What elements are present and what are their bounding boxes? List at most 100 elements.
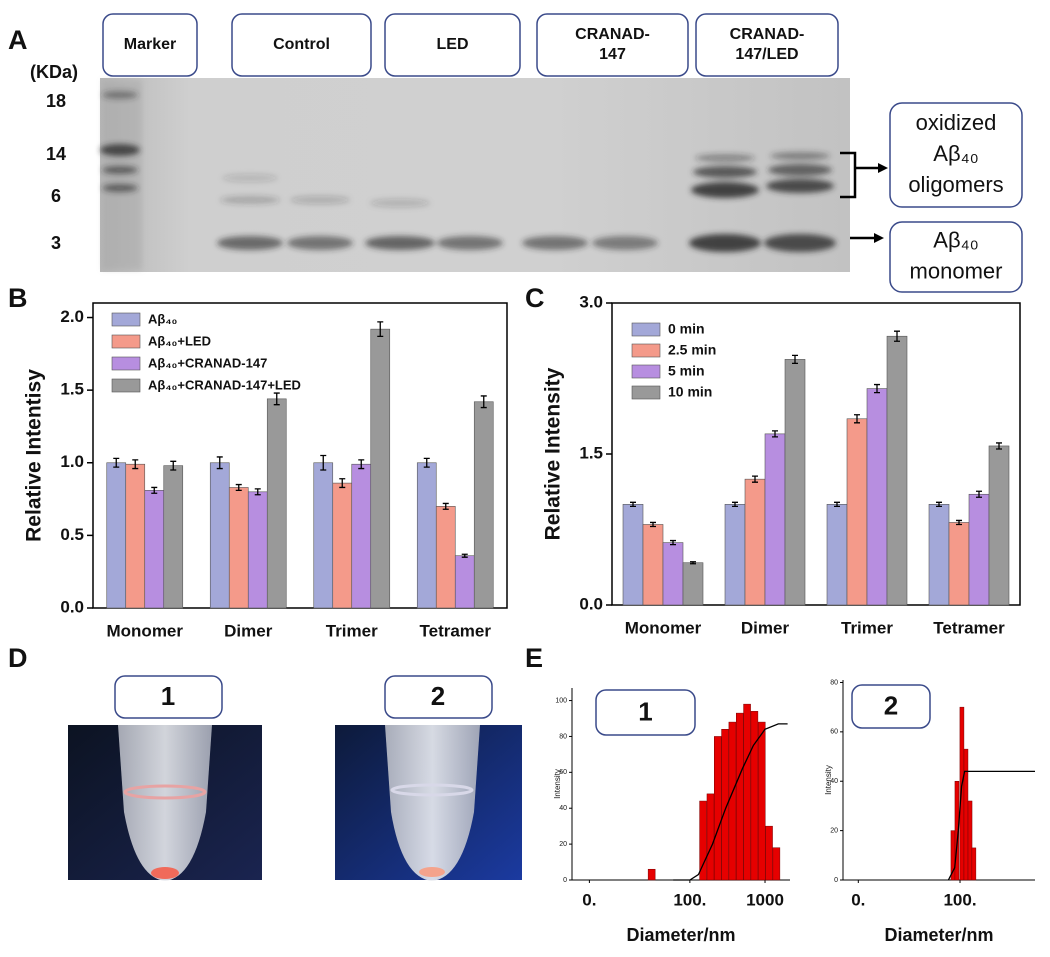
bar [757, 721, 766, 881]
legend-swatch [111, 378, 141, 393]
lane-label-line: LED [437, 36, 469, 53]
label-box [114, 675, 223, 719]
bar [144, 490, 165, 609]
error-bar [834, 501, 840, 507]
bar [106, 462, 127, 609]
x-tick-label: 1000 [746, 890, 784, 909]
bar [728, 721, 737, 881]
y-tick-label: 60 [830, 729, 838, 736]
photo [335, 725, 522, 881]
marker-label: 14 [46, 144, 66, 164]
x-tick-label: Tetramer [420, 621, 492, 640]
legend-swatch [631, 364, 661, 379]
x-tick-label: Dimer [224, 621, 273, 640]
arrow-head [874, 163, 888, 243]
error-bar [976, 490, 982, 498]
error-bar [630, 501, 636, 507]
cumulative-line [673, 723, 788, 881]
bar [247, 491, 268, 609]
bar [699, 800, 707, 881]
photo-label: 1 [161, 681, 175, 711]
y-axis-label: Intensity [824, 765, 833, 795]
bar [473, 401, 494, 609]
lane-box [695, 13, 839, 77]
bar [967, 800, 973, 881]
y-tick-label: 2.0 [60, 307, 84, 326]
x-axis-label: Diameter/nm [884, 925, 993, 945]
gel-arrows [840, 151, 880, 240]
bar [784, 359, 806, 606]
error-bar [670, 539, 676, 546]
marker-label: 6 [51, 186, 61, 206]
legend-swatch [111, 356, 141, 371]
error-bar [170, 460, 177, 471]
inset-label: 1 [638, 696, 652, 726]
error-bar [358, 459, 365, 470]
error-bar [996, 442, 1002, 450]
x-tick-label: Trimer [841, 618, 893, 637]
y-tick-label: 80 [559, 733, 567, 740]
y-tick-label: 100 [555, 697, 567, 704]
error-bar [273, 392, 280, 406]
legend-label: 5 min [668, 363, 705, 379]
annotation: Aβ₄₀ monomer [910, 227, 1003, 283]
x-tick-label: 0. [851, 890, 865, 909]
legend-swatch [111, 334, 141, 349]
y-tick-label: 20 [559, 841, 567, 848]
error-bar [461, 553, 468, 558]
lane-box [536, 13, 689, 77]
bar [963, 748, 969, 881]
legend-label: 10 min [668, 384, 712, 400]
y-tick-label: 40 [559, 805, 567, 812]
x-tick-label: 0. [582, 890, 596, 909]
bar [971, 847, 977, 881]
bar [351, 463, 372, 609]
error-bar [650, 521, 656, 528]
annotation-line: oligomers [908, 172, 1003, 197]
annotation-box [889, 221, 1023, 293]
y-tick-label: 0.0 [579, 594, 603, 613]
bar [724, 504, 746, 606]
x-tick-label: 100. [673, 890, 706, 909]
lane-label-line: CRANAD- [730, 26, 805, 43]
annotation-line: oxidized [916, 110, 997, 135]
error-bar [377, 321, 384, 338]
legend-label: 0 min [668, 321, 705, 337]
bar [416, 462, 437, 609]
bar [721, 729, 729, 881]
bar [928, 504, 950, 606]
y-axis-label: Intensity [553, 769, 562, 799]
bar [622, 504, 644, 606]
x-tick-label: Trimer [326, 621, 378, 640]
legend-label: 2.5 min [668, 342, 716, 358]
lane-label: LED [437, 36, 469, 53]
bar [826, 504, 848, 606]
x-tick-label: 100. [943, 890, 976, 909]
lane-label: CRANAD- 147/LED [730, 26, 805, 63]
bar [370, 328, 391, 609]
error-bar [151, 486, 158, 494]
y-axis-label: Relative Intentisy [23, 369, 46, 542]
photo-label: 2 [431, 681, 445, 711]
error-bar [956, 519, 962, 526]
x-tick-label: Monomer [625, 618, 702, 637]
y-tick-label: 40 [830, 778, 838, 785]
lane-box [102, 13, 198, 77]
error-bar [480, 395, 487, 409]
bar [332, 482, 353, 609]
lane-box [384, 13, 521, 77]
annotation-box [889, 102, 1023, 208]
error-bar [442, 502, 449, 510]
gel-unit: (KDa) [30, 62, 78, 82]
label-box [851, 684, 931, 729]
y-tick-label: 0 [834, 877, 838, 884]
annotation-line: monomer [910, 258, 1003, 283]
bar [772, 847, 781, 881]
error-bar [690, 561, 696, 565]
error-bar [339, 478, 346, 489]
error-bar [132, 459, 139, 470]
y-tick-label: 60 [559, 769, 567, 776]
error-bar [732, 501, 738, 507]
x-tick-label: Dimer [741, 618, 790, 637]
y-tick-label: 3.0 [579, 292, 603, 311]
